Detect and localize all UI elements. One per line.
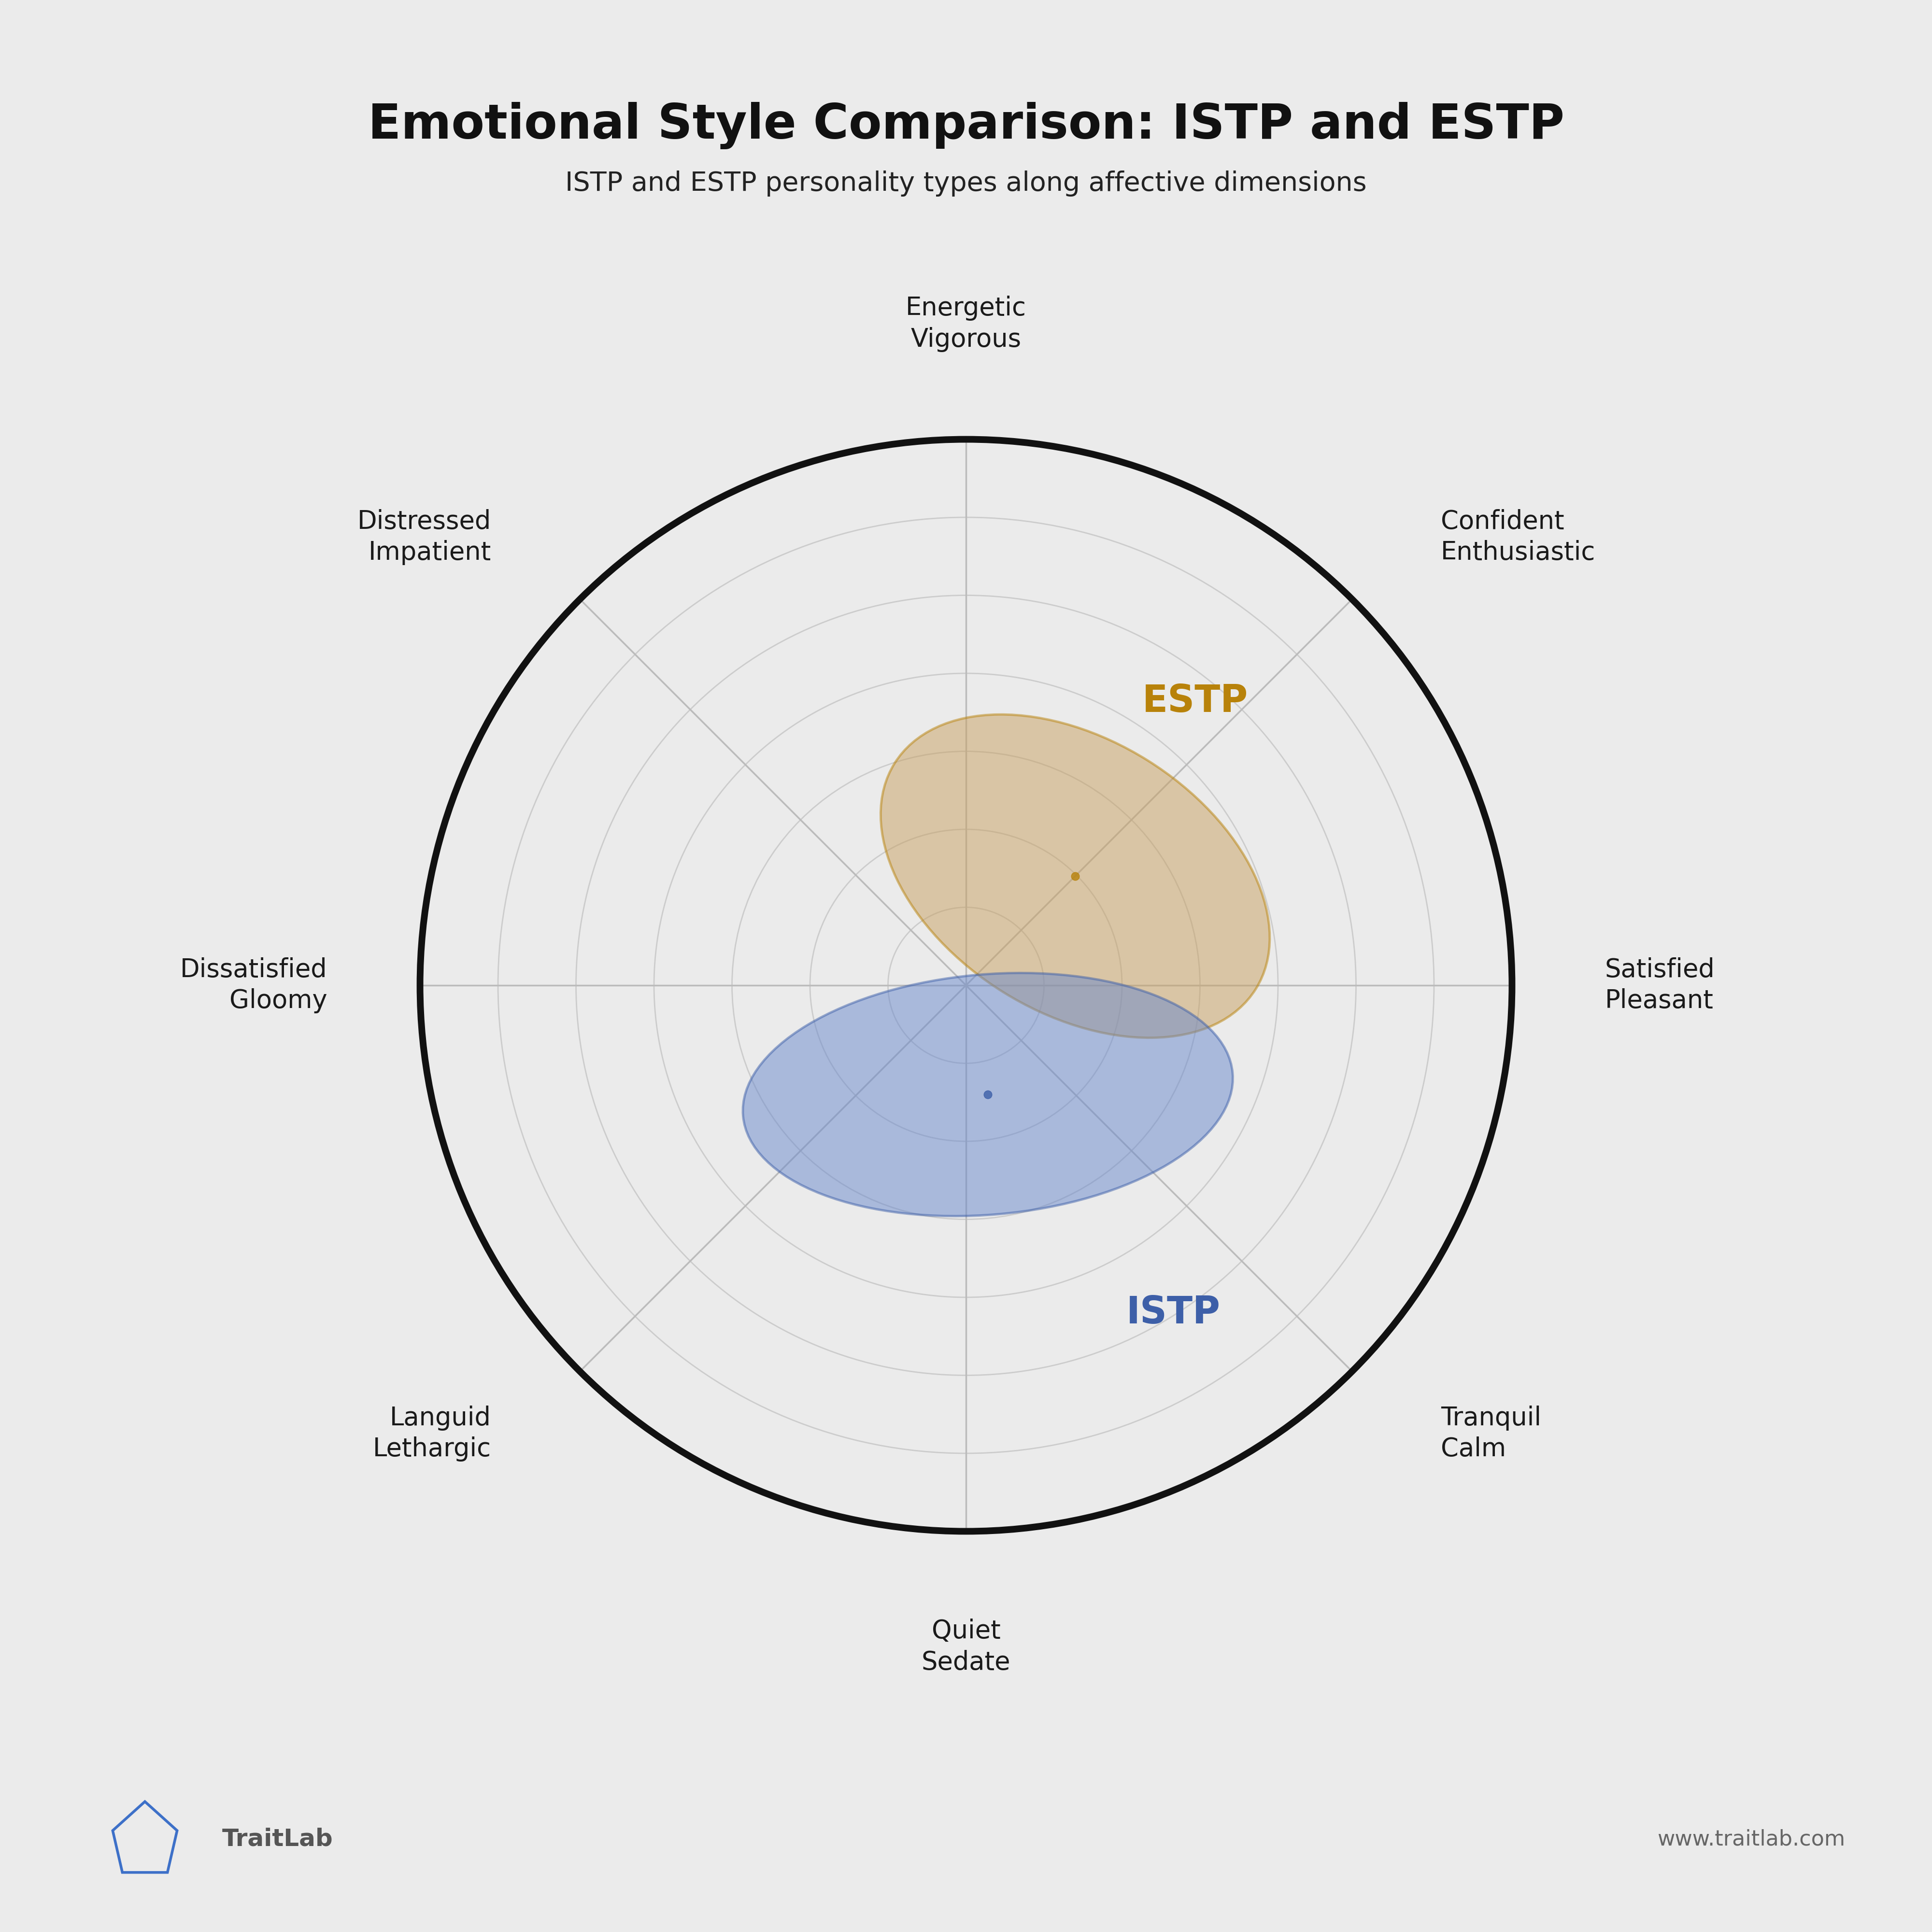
Text: www.traitlab.com: www.traitlab.com (1658, 1830, 1845, 1849)
Ellipse shape (881, 715, 1269, 1037)
Text: TraitLab: TraitLab (222, 1828, 332, 1851)
Text: Emotional Style Comparison: ISTP and ESTP: Emotional Style Comparison: ISTP and EST… (367, 102, 1565, 149)
Text: ISTP: ISTP (1126, 1294, 1221, 1331)
Text: ISTP and ESTP personality types along affective dimensions: ISTP and ESTP personality types along af… (566, 170, 1366, 197)
Text: Tranquil
Calm: Tranquil Calm (1441, 1405, 1542, 1463)
Text: Quiet
Sedate: Quiet Sedate (922, 1619, 1010, 1675)
Text: Confident
Enthusiastic: Confident Enthusiastic (1441, 508, 1596, 566)
Text: Languid
Lethargic: Languid Lethargic (373, 1405, 491, 1463)
Text: Satisfied
Pleasant: Satisfied Pleasant (1605, 956, 1716, 1014)
Text: Dissatisfied
Gloomy: Dissatisfied Gloomy (180, 956, 327, 1014)
Text: ESTP: ESTP (1142, 684, 1248, 721)
Text: Distressed
Impatient: Distressed Impatient (357, 508, 491, 566)
Text: Energetic
Vigorous: Energetic Vigorous (906, 296, 1026, 352)
Ellipse shape (742, 974, 1233, 1215)
